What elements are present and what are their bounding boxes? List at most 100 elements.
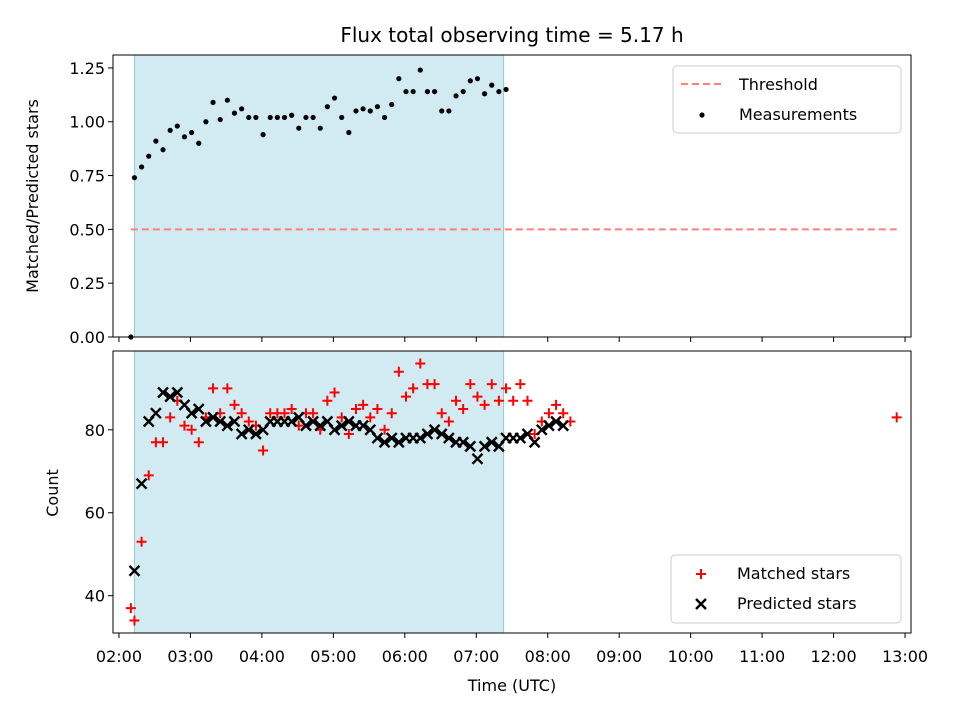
legend-box xyxy=(672,65,902,134)
matched-star-point xyxy=(186,424,197,435)
observing-window-shade xyxy=(134,350,505,634)
legend-matched-label: Matched stars xyxy=(737,564,850,583)
matched-star-point xyxy=(465,379,476,390)
measurement-point xyxy=(239,106,245,112)
measurement-point xyxy=(246,114,252,121)
matched-star-point xyxy=(286,404,297,415)
measurement-point xyxy=(353,108,359,114)
x-tick-label: 13:00 xyxy=(882,647,928,666)
x-axis-label: Time (UTC) xyxy=(467,676,556,695)
measurement-point xyxy=(196,140,202,146)
matched-star-point xyxy=(501,383,512,394)
matched-star-point xyxy=(558,408,569,419)
matched-star-point xyxy=(258,445,269,456)
x-tick-label: 06:00 xyxy=(382,647,428,666)
matched-star-point xyxy=(522,395,533,406)
x-tick-label: 12:00 xyxy=(811,647,857,666)
matched-star-point xyxy=(358,399,369,410)
matched-star-point xyxy=(408,383,419,394)
matched-star-point xyxy=(543,408,554,419)
observing-window-shade xyxy=(134,54,505,338)
predicted-star-point xyxy=(421,428,434,440)
legend-top: Threshold Measurements xyxy=(672,65,902,134)
y-tick-label: 40 xyxy=(85,587,105,606)
measurement-point xyxy=(138,164,145,170)
measurement-point xyxy=(474,76,481,82)
series-predicted-stars xyxy=(128,386,570,577)
measurement-point xyxy=(224,97,230,103)
series-measurements xyxy=(128,67,509,340)
predicted-star-point xyxy=(200,415,212,428)
matched-star-point xyxy=(350,404,361,415)
predicted-star-point xyxy=(471,452,484,465)
measurement-point xyxy=(374,104,381,110)
predicted-star-point xyxy=(557,419,570,432)
predicted-star-point xyxy=(128,564,141,577)
predicted-star-point xyxy=(250,428,262,440)
x-tick-label: 08:00 xyxy=(525,647,571,666)
measurement-point xyxy=(331,95,338,101)
matched-star-point xyxy=(379,424,390,435)
measurement-point xyxy=(317,125,323,131)
measurement-point xyxy=(253,114,259,121)
legend-threshold-label: Threshold xyxy=(738,75,818,94)
matched-star-point xyxy=(243,416,254,427)
measurement-point xyxy=(389,101,395,108)
measurement-point xyxy=(310,114,316,121)
x-tick-label: 07:00 xyxy=(453,647,499,666)
measurement-point xyxy=(446,108,452,114)
legend-measurements-swatch xyxy=(699,112,705,118)
predicted-star-point xyxy=(214,415,227,428)
matched-star-point xyxy=(386,408,397,419)
matched-star-point xyxy=(551,399,562,410)
predicted-star-point xyxy=(464,440,477,453)
matched-star-point xyxy=(451,395,462,406)
measurement-point xyxy=(431,88,438,95)
x-tick-label: 02:00 xyxy=(96,647,142,666)
y-tick-label: 80 xyxy=(85,421,105,440)
predicted-star-point xyxy=(235,428,248,440)
measurement-point xyxy=(210,99,216,105)
predicted-star-point xyxy=(185,407,198,420)
matched-star-point xyxy=(436,408,447,419)
measurement-point xyxy=(489,82,495,88)
top-axes-frame xyxy=(112,54,912,338)
measurement-point xyxy=(303,114,309,121)
predicted-star-point xyxy=(157,386,169,399)
predicted-star-point xyxy=(192,403,205,415)
predicted-star-point xyxy=(528,436,541,449)
bottom-axes-frame xyxy=(112,350,912,634)
matched-star-point xyxy=(129,615,140,626)
measurement-point xyxy=(424,88,431,95)
matched-star-point xyxy=(486,379,497,390)
measurement-point xyxy=(396,76,402,82)
predicted-star-point xyxy=(285,415,298,428)
measurement-point xyxy=(146,153,152,159)
predicted-star-point xyxy=(242,423,255,436)
measurement-point xyxy=(260,132,266,138)
x-tick-label: 10:00 xyxy=(668,647,714,666)
matched-star-point xyxy=(322,395,333,406)
measurement-point xyxy=(217,116,223,123)
measurement-point xyxy=(381,114,388,121)
x-tick-label: 04:00 xyxy=(239,647,285,666)
matched-star-point xyxy=(143,470,154,481)
measurement-point xyxy=(360,106,366,112)
measurement-point xyxy=(346,129,352,136)
predicted-star-point xyxy=(457,436,470,449)
measurement-point xyxy=(160,147,166,153)
predicted-star-point xyxy=(171,386,184,399)
series-matched-stars xyxy=(125,358,902,626)
measurement-point xyxy=(203,119,209,125)
measurement-point xyxy=(410,88,416,95)
predicted-star-point xyxy=(135,477,148,490)
matched-star-point xyxy=(279,408,290,419)
measurement-point xyxy=(403,88,409,95)
matched-star-point xyxy=(891,412,902,423)
matched-star-point xyxy=(508,395,519,406)
y-tick-label: 0.50 xyxy=(69,220,105,239)
matched-star-point xyxy=(372,404,383,415)
matched-star-point xyxy=(158,437,169,448)
matched-star-point xyxy=(222,383,233,394)
